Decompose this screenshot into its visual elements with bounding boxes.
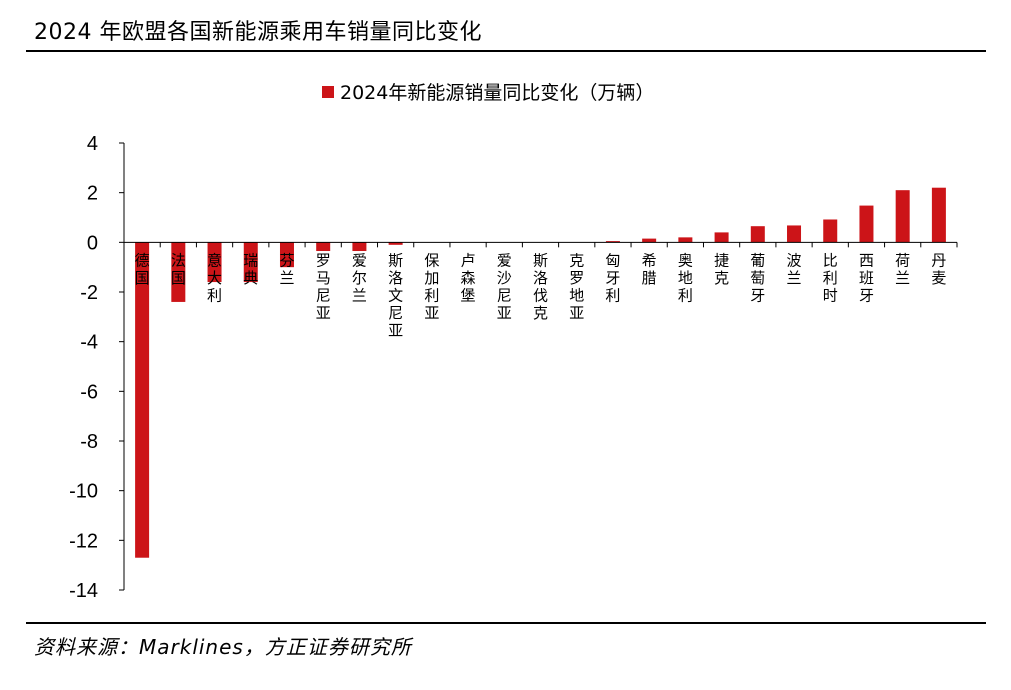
legend-swatch <box>322 86 334 98</box>
bar <box>135 242 150 558</box>
category-label: 意大利 <box>207 251 222 304</box>
y-tick-label: -6 <box>80 381 98 403</box>
y-tick-label: 0 <box>87 232 98 254</box>
bar <box>352 242 367 252</box>
category-label: 瑞典 <box>243 251 258 287</box>
bar <box>823 219 838 243</box>
bar <box>316 242 331 252</box>
y-tick-label: -14 <box>69 580 98 602</box>
category-label: 捷克 <box>714 251 729 287</box>
category-label: 葡萄牙 <box>750 251 765 304</box>
category-label: 斯洛伐克 <box>533 251 548 322</box>
category-label: 斯洛文尼亚 <box>388 251 403 339</box>
y-tick-label: 2 <box>87 183 98 205</box>
title-divider <box>26 50 986 52</box>
bar <box>714 232 729 243</box>
category-label: 爱沙尼亚 <box>497 251 512 322</box>
y-axis: 4 2 0 -2 -4 -6 -8 -10 -12 -14 <box>69 133 125 602</box>
bar <box>279 242 294 268</box>
bars <box>135 187 946 558</box>
bar <box>388 242 403 245</box>
category-label: 克罗地亚 <box>569 251 584 322</box>
category-label: 荷兰 <box>895 251 910 287</box>
category-label: 比利时 <box>823 251 838 304</box>
bar <box>678 237 693 243</box>
y-tick-label: -8 <box>80 431 98 453</box>
source-note: 资料来源：Marklines，方正证券研究所 <box>34 635 412 659</box>
y-tick-label: -10 <box>69 481 98 503</box>
bar <box>859 205 874 243</box>
bar <box>171 242 186 302</box>
category-label: 波兰 <box>787 251 802 287</box>
category-label: 芬兰 <box>279 251 294 287</box>
category-label: 法国 <box>171 251 186 287</box>
bar-chart: 2024年新能源销量同比变化（万辆） 420-2-4-6-8-10-12-14 … <box>69 82 958 602</box>
bar <box>605 241 620 243</box>
category-label: 西班牙 <box>859 251 874 304</box>
source-divider <box>26 622 986 624</box>
bar <box>243 242 258 283</box>
bar <box>642 238 657 243</box>
category-label: 希腊 <box>642 251 657 287</box>
bar <box>750 226 765 243</box>
y-tick-label: -2 <box>80 282 98 304</box>
category-label: 丹麦 <box>931 251 946 287</box>
bar <box>931 187 946 243</box>
x-axis <box>123 241 958 248</box>
category-label: 罗马尼亚 <box>316 251 331 322</box>
category-label: 匈牙利 <box>605 251 620 304</box>
category-label: 爱尔兰 <box>352 251 367 304</box>
y-tick-label: 4 <box>87 133 98 155</box>
category-label: 卢森堡 <box>461 251 476 304</box>
bar <box>787 225 802 243</box>
category-label: 保加利亚 <box>424 251 439 322</box>
y-tick-label: -4 <box>80 332 98 354</box>
bar <box>207 242 222 283</box>
page-title: 2024 年欧盟各国新能源乘用车销量同比变化 <box>34 20 482 45</box>
y-tick-label: -12 <box>69 530 98 552</box>
category-label: 奥地利 <box>678 251 693 304</box>
category-label: 德国 <box>135 251 150 287</box>
legend-label: 2024年新能源销量同比变化（万辆） <box>340 82 654 104</box>
chart-legend: 2024年新能源销量同比变化（万辆） <box>322 82 654 104</box>
bar <box>895 190 910 243</box>
